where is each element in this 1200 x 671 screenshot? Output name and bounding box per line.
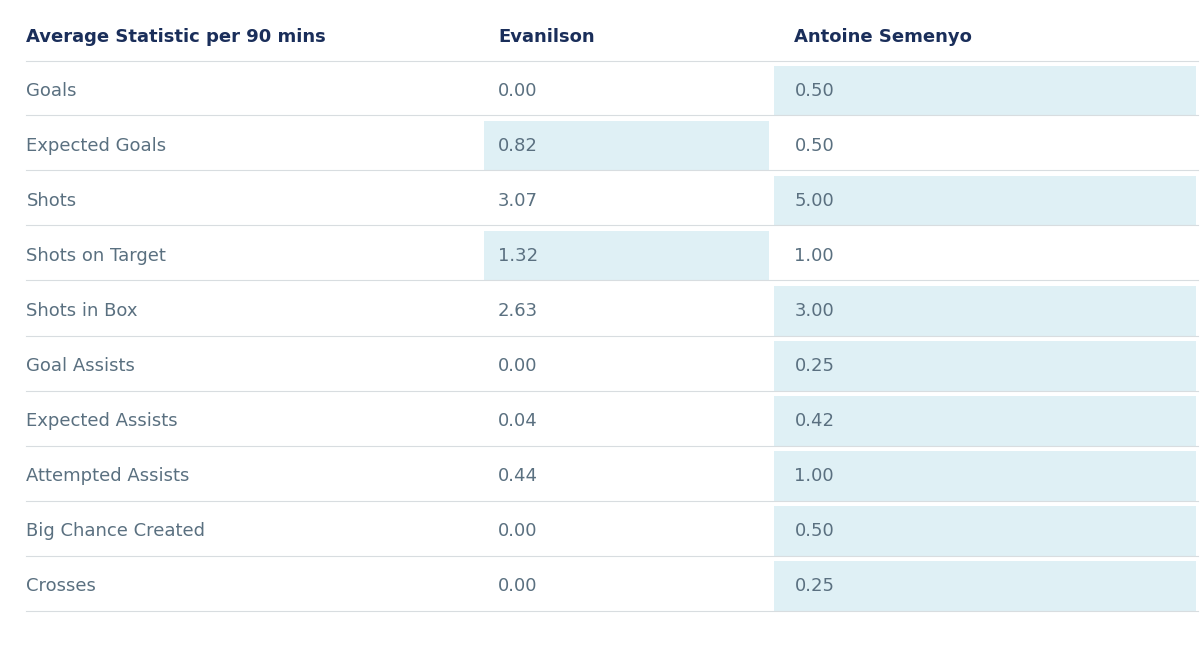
Text: 0.00: 0.00 bbox=[498, 357, 538, 374]
Bar bbox=[774, 506, 1196, 556]
Bar bbox=[774, 451, 1196, 501]
Text: Expected Assists: Expected Assists bbox=[26, 412, 178, 429]
Text: Expected Goals: Expected Goals bbox=[26, 137, 167, 154]
Text: Shots on Target: Shots on Target bbox=[26, 247, 167, 264]
Text: 0.50: 0.50 bbox=[794, 137, 834, 154]
Text: 0.44: 0.44 bbox=[498, 467, 538, 484]
Text: Goal Assists: Goal Assists bbox=[26, 357, 136, 374]
Text: 1.32: 1.32 bbox=[498, 247, 538, 264]
Text: 0.50: 0.50 bbox=[794, 82, 834, 99]
Text: 3.07: 3.07 bbox=[498, 192, 538, 209]
Text: Evanilson: Evanilson bbox=[498, 28, 595, 46]
Bar bbox=[774, 561, 1196, 611]
Text: 5.00: 5.00 bbox=[794, 192, 834, 209]
Bar bbox=[774, 176, 1196, 225]
Bar bbox=[774, 396, 1196, 446]
Text: 0.00: 0.00 bbox=[498, 82, 538, 99]
Text: Shots in Box: Shots in Box bbox=[26, 302, 138, 319]
Text: Crosses: Crosses bbox=[26, 577, 96, 595]
Text: Shots: Shots bbox=[26, 192, 77, 209]
Text: Antoine Semenyo: Antoine Semenyo bbox=[794, 28, 972, 46]
Bar bbox=[484, 121, 769, 170]
Text: 0.25: 0.25 bbox=[794, 577, 834, 595]
Text: Attempted Assists: Attempted Assists bbox=[26, 467, 190, 484]
Text: 0.82: 0.82 bbox=[498, 137, 538, 154]
Text: 0.25: 0.25 bbox=[794, 357, 834, 374]
Text: Big Chance Created: Big Chance Created bbox=[26, 522, 205, 539]
Text: 0.42: 0.42 bbox=[794, 412, 834, 429]
Text: 0.50: 0.50 bbox=[794, 522, 834, 539]
Text: 2.63: 2.63 bbox=[498, 302, 538, 319]
Text: 0.00: 0.00 bbox=[498, 522, 538, 539]
Bar bbox=[774, 286, 1196, 336]
Text: 0.00: 0.00 bbox=[498, 577, 538, 595]
Text: Average Statistic per 90 mins: Average Statistic per 90 mins bbox=[26, 28, 326, 46]
Bar bbox=[774, 66, 1196, 115]
Bar bbox=[484, 231, 769, 280]
Text: 1.00: 1.00 bbox=[794, 467, 834, 484]
Text: 3.00: 3.00 bbox=[794, 302, 834, 319]
Text: 0.04: 0.04 bbox=[498, 412, 538, 429]
Text: Goals: Goals bbox=[26, 82, 77, 99]
Bar bbox=[774, 341, 1196, 391]
Text: 1.00: 1.00 bbox=[794, 247, 834, 264]
